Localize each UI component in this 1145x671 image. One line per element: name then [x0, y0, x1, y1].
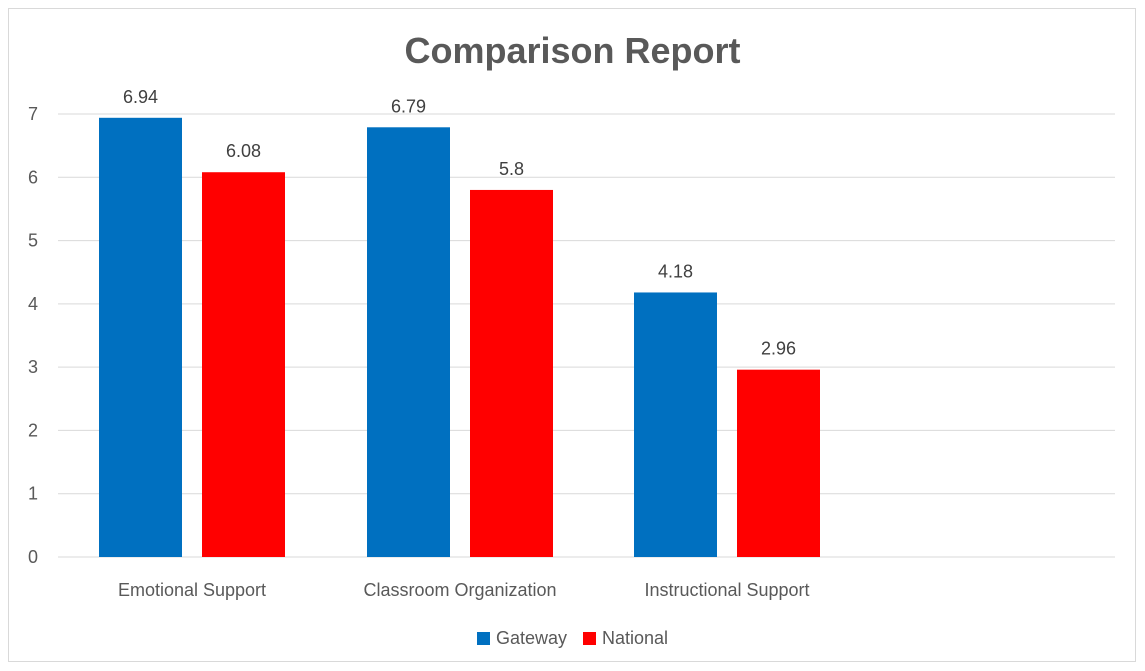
legend-swatch-gateway: [476, 631, 490, 645]
legend: Gateway National: [0, 626, 1145, 650]
y-tick-label: 4: [28, 294, 38, 314]
legend-label-national: National: [602, 627, 669, 648]
y-tick-label: 5: [28, 231, 38, 251]
y-tick-label: 1: [28, 484, 38, 504]
bar-national-1: [470, 189, 553, 557]
legend-label-gateway: Gateway: [495, 627, 567, 648]
y-tick-label: 3: [28, 357, 38, 377]
y-tick-label: 7: [28, 104, 38, 124]
data-label: 6.08: [226, 141, 261, 161]
bar-gateway-0: [99, 117, 182, 557]
data-label: 6.94: [123, 87, 158, 107]
x-tick-label: Emotional Support: [118, 580, 266, 600]
legend-item-national: National: [583, 628, 668, 649]
y-tick-label: 6: [28, 167, 38, 187]
data-label: 6.79: [391, 96, 426, 116]
chart-title: Comparison Report: [404, 30, 741, 71]
data-label: 4.18: [658, 261, 693, 281]
legend-item-gateway: Gateway: [476, 627, 567, 649]
legend-swatch-national: [583, 631, 596, 645]
bar-gateway-2: [634, 292, 717, 557]
x-tick-label: Classroom Organization: [363, 580, 556, 600]
y-tick-label: 0: [28, 547, 38, 567]
data-label: 2.96: [761, 339, 796, 359]
bar-national-2: [737, 369, 820, 557]
chart-frame: [8, 8, 1136, 662]
data-label: 5.8: [499, 159, 524, 179]
y-tick-label: 2: [28, 420, 38, 440]
x-tick-label: Instructional Support: [644, 580, 809, 600]
bar-national-0: [202, 172, 285, 558]
bar-gateway-1: [367, 127, 450, 557]
